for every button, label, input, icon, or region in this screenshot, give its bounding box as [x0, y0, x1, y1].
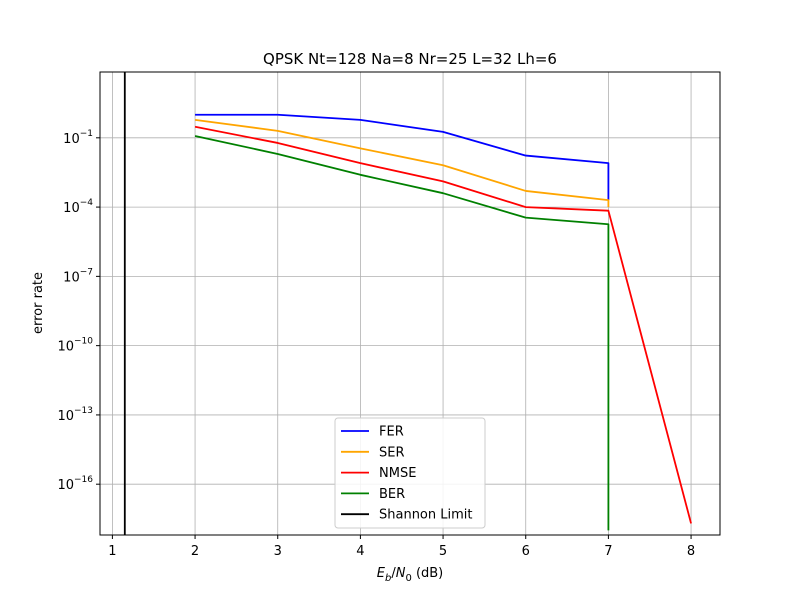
series-ser-line	[194, 118, 610, 208]
legend-frame	[334, 417, 486, 529]
x-tick-label: 5	[439, 544, 447, 559]
legend-label-nmse: NMSE	[379, 466, 416, 481]
series-ber-line	[194, 135, 610, 531]
legend: FER SER NMSE BER Shannon Limit	[334, 417, 486, 529]
y-tick-label: 10−7	[63, 267, 93, 285]
x-tick-label: 2	[191, 544, 199, 559]
y-tick-label: 10−1	[63, 129, 93, 147]
series-nmse-line	[194, 125, 692, 524]
y-tick-label: 10−13	[57, 406, 93, 424]
y-tick-label: 10−10	[57, 337, 93, 355]
legend-label-fer: FER	[379, 425, 404, 440]
x-tick-label: 1	[108, 544, 116, 559]
x-axis-title: Eb/N0 (dB)	[377, 566, 444, 584]
chart-title: QPSK Nt=128 Na=8 Nr=25 L=32 Lh=6	[263, 50, 557, 68]
axes-frame	[99, 71, 721, 536]
legend-label-ber: BER	[379, 487, 405, 502]
y-axis-title: error rate	[31, 272, 46, 334]
x-tick-label: 8	[687, 544, 695, 559]
x-tick-label: 3	[274, 544, 282, 559]
legend-label-ser: SER	[379, 445, 405, 460]
y-tick-label: 10−4	[63, 198, 93, 216]
x-tick-label: 6	[522, 544, 530, 559]
y-tick-label: 10−16	[57, 475, 93, 493]
x-tick-label: 7	[604, 544, 612, 559]
plot-area	[123, 72, 692, 535]
legend-label-shannon-limit: Shannon Limit	[379, 508, 473, 523]
series-fer-line	[195, 113, 610, 201]
x-tick-label: 4	[356, 544, 364, 559]
ticks: 1 2 3 4 5 6 7 8 10−1 10−4 10−7 10−10 10−13 10−16	[57, 129, 695, 559]
